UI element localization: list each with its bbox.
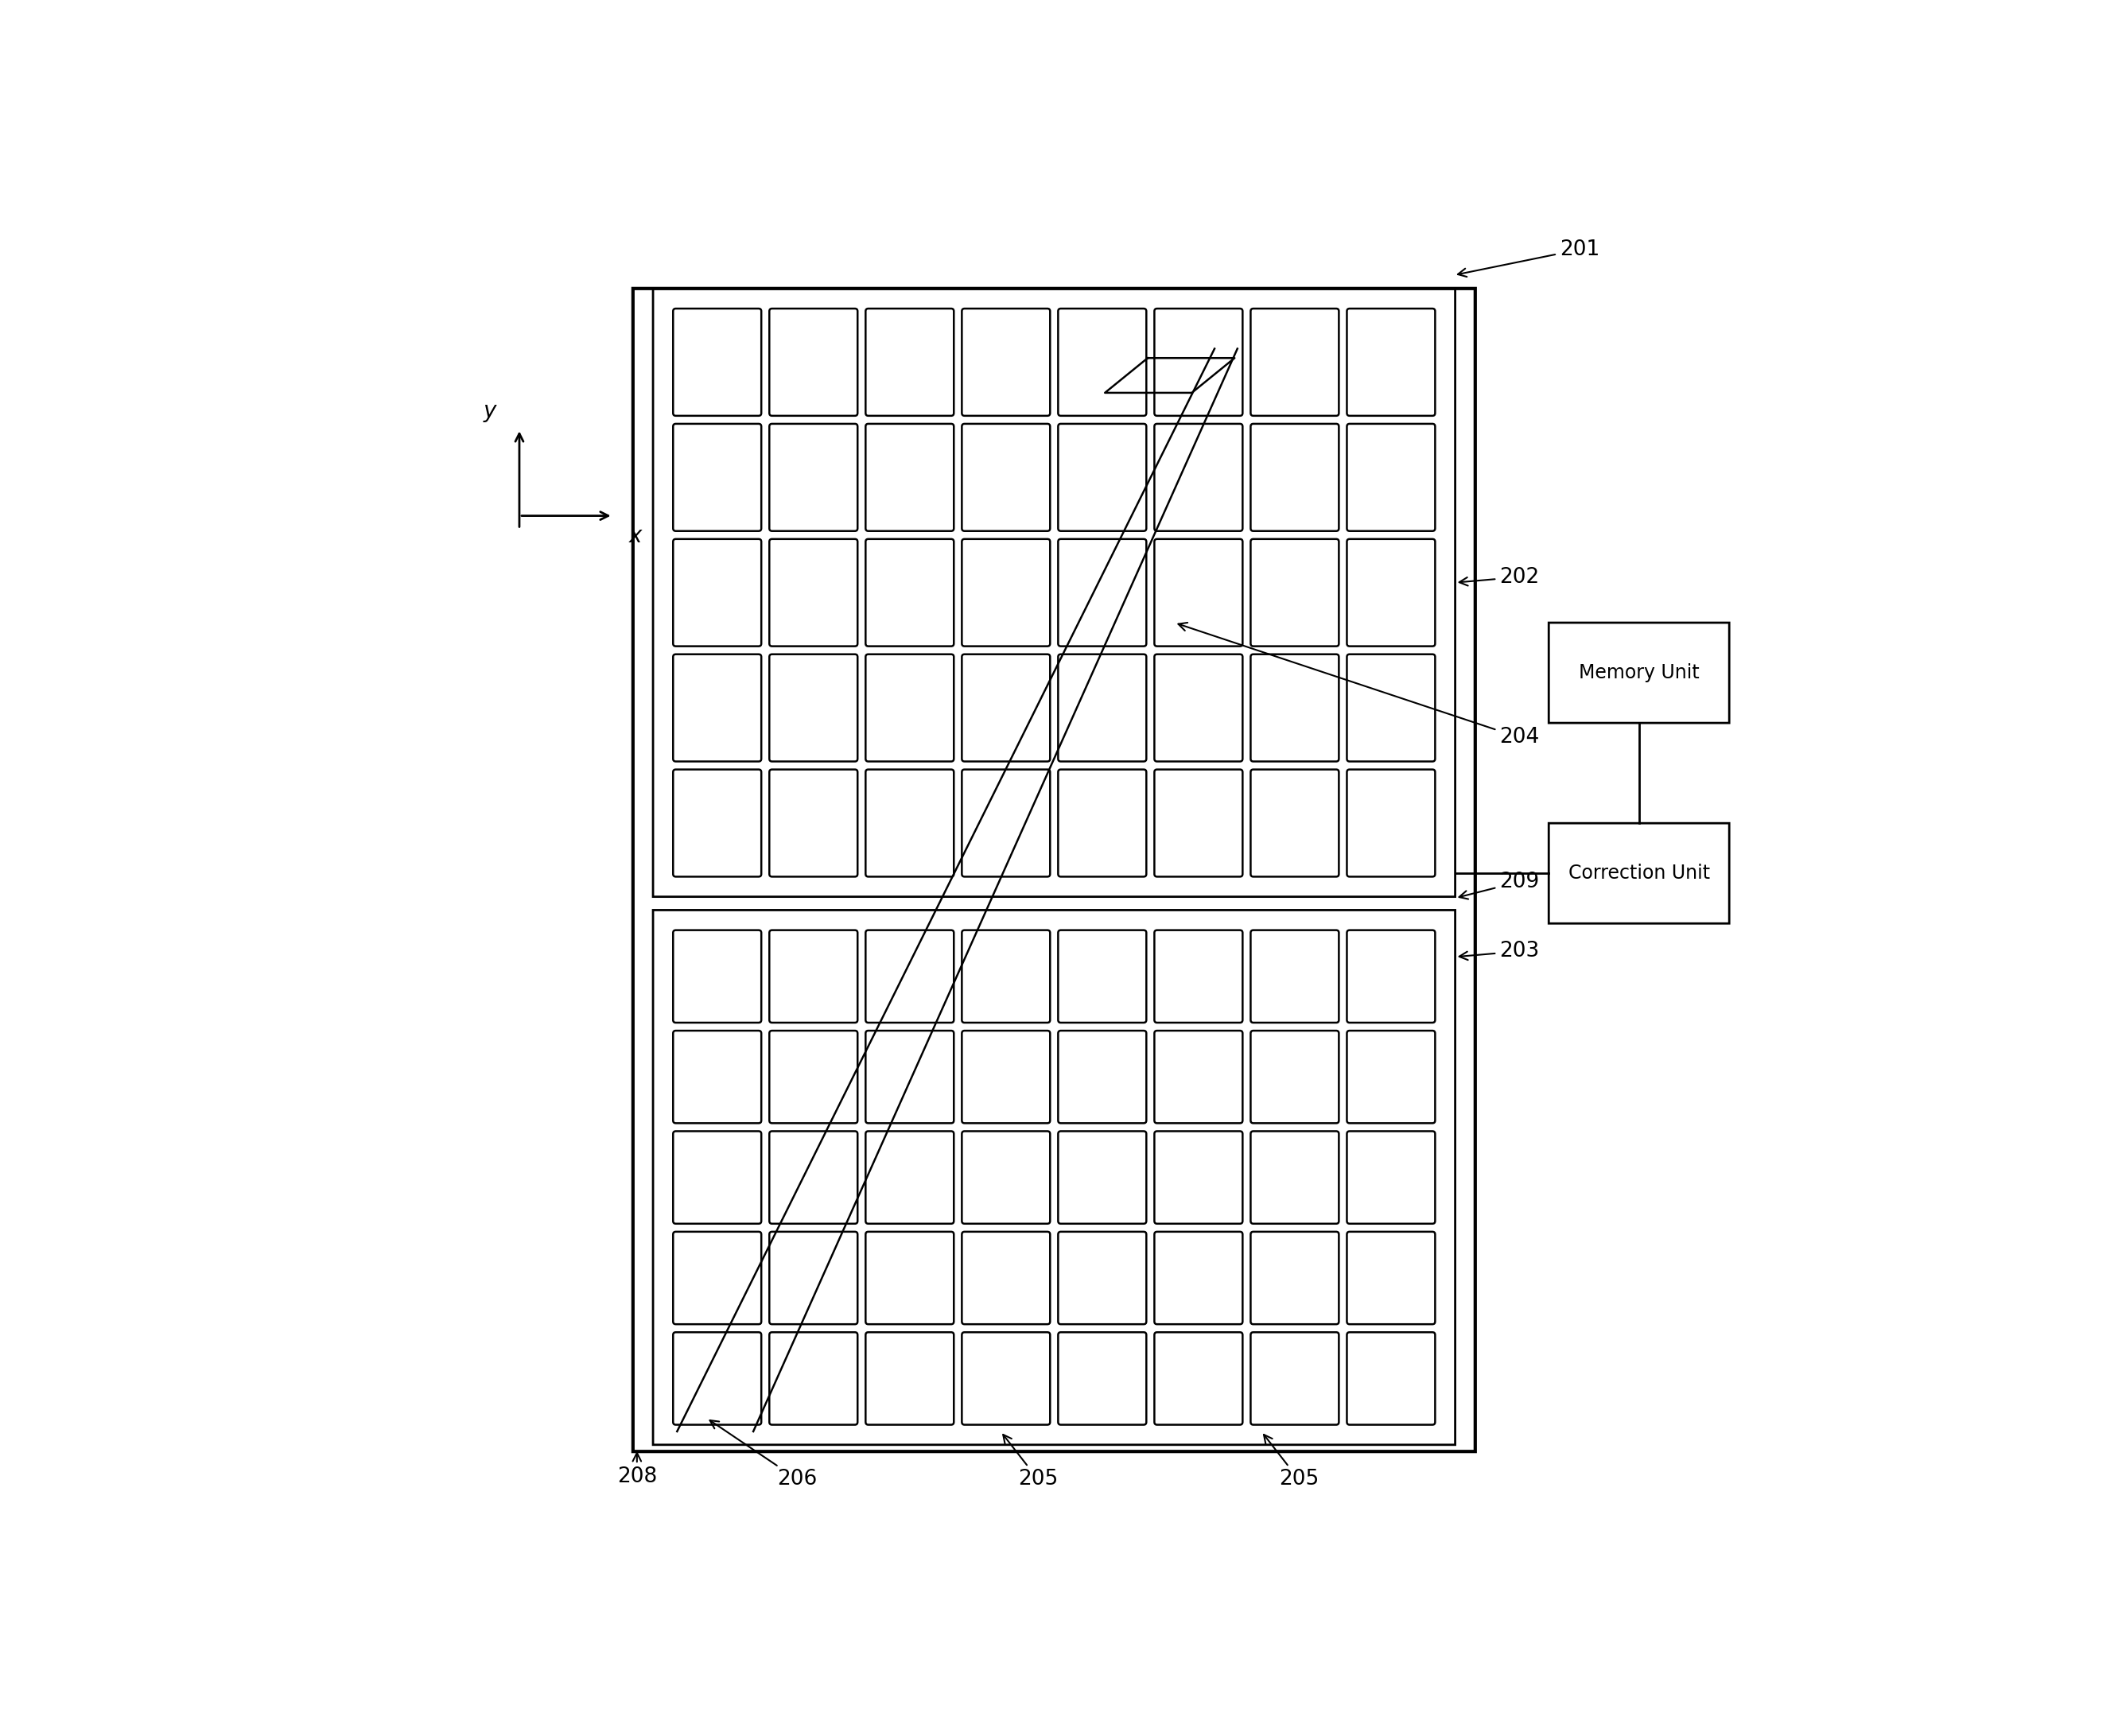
FancyBboxPatch shape — [1059, 309, 1146, 417]
FancyBboxPatch shape — [1154, 654, 1243, 762]
FancyBboxPatch shape — [866, 1233, 953, 1325]
FancyBboxPatch shape — [673, 1031, 762, 1123]
FancyBboxPatch shape — [961, 1132, 1050, 1224]
Text: 202: 202 — [1460, 566, 1538, 587]
FancyBboxPatch shape — [961, 654, 1050, 762]
FancyBboxPatch shape — [673, 654, 762, 762]
FancyBboxPatch shape — [770, 1031, 857, 1123]
FancyBboxPatch shape — [673, 309, 762, 417]
FancyBboxPatch shape — [1250, 930, 1339, 1023]
Text: x: x — [628, 524, 643, 547]
FancyBboxPatch shape — [961, 424, 1050, 531]
FancyBboxPatch shape — [1347, 1132, 1434, 1224]
FancyBboxPatch shape — [1250, 769, 1339, 877]
FancyBboxPatch shape — [1059, 1132, 1146, 1224]
FancyBboxPatch shape — [1059, 1233, 1146, 1325]
FancyBboxPatch shape — [673, 1233, 762, 1325]
Text: y: y — [484, 399, 497, 422]
FancyBboxPatch shape — [961, 1332, 1050, 1425]
FancyBboxPatch shape — [1154, 1132, 1243, 1224]
FancyBboxPatch shape — [961, 538, 1050, 646]
Text: Correction Unit: Correction Unit — [1568, 865, 1710, 884]
FancyBboxPatch shape — [673, 538, 762, 646]
Text: 203: 203 — [1460, 941, 1538, 962]
FancyBboxPatch shape — [1250, 1031, 1339, 1123]
FancyBboxPatch shape — [1347, 769, 1434, 877]
FancyBboxPatch shape — [1059, 424, 1146, 531]
FancyBboxPatch shape — [1059, 930, 1146, 1023]
FancyBboxPatch shape — [770, 769, 857, 877]
FancyBboxPatch shape — [770, 309, 857, 417]
FancyBboxPatch shape — [1347, 1332, 1434, 1425]
FancyBboxPatch shape — [866, 309, 953, 417]
FancyBboxPatch shape — [1250, 654, 1339, 762]
Text: 204: 204 — [1178, 623, 1538, 748]
FancyBboxPatch shape — [961, 769, 1050, 877]
FancyBboxPatch shape — [1347, 930, 1434, 1023]
FancyBboxPatch shape — [961, 1233, 1050, 1325]
FancyBboxPatch shape — [1250, 1233, 1339, 1325]
FancyBboxPatch shape — [1154, 309, 1243, 417]
FancyBboxPatch shape — [1154, 1031, 1243, 1123]
FancyBboxPatch shape — [1154, 1332, 1243, 1425]
FancyBboxPatch shape — [1059, 538, 1146, 646]
FancyBboxPatch shape — [1059, 769, 1146, 877]
FancyBboxPatch shape — [961, 309, 1050, 417]
Text: Memory Unit: Memory Unit — [1579, 663, 1700, 682]
FancyBboxPatch shape — [961, 930, 1050, 1023]
FancyBboxPatch shape — [673, 930, 762, 1023]
FancyBboxPatch shape — [866, 654, 953, 762]
FancyBboxPatch shape — [1154, 930, 1243, 1023]
Text: 206: 206 — [711, 1420, 817, 1489]
FancyBboxPatch shape — [770, 654, 857, 762]
Text: 209: 209 — [1460, 871, 1538, 899]
FancyBboxPatch shape — [1250, 424, 1339, 531]
Text: 205: 205 — [1004, 1434, 1059, 1489]
FancyBboxPatch shape — [1154, 769, 1243, 877]
FancyBboxPatch shape — [866, 424, 953, 531]
FancyBboxPatch shape — [866, 1332, 953, 1425]
FancyBboxPatch shape — [1347, 538, 1434, 646]
Text: 205: 205 — [1265, 1434, 1318, 1489]
FancyBboxPatch shape — [673, 1332, 762, 1425]
FancyBboxPatch shape — [1250, 309, 1339, 417]
FancyBboxPatch shape — [866, 1031, 953, 1123]
FancyBboxPatch shape — [1250, 538, 1339, 646]
FancyBboxPatch shape — [866, 769, 953, 877]
FancyBboxPatch shape — [1347, 309, 1434, 417]
FancyBboxPatch shape — [1154, 538, 1243, 646]
FancyBboxPatch shape — [673, 1132, 762, 1224]
FancyBboxPatch shape — [770, 930, 857, 1023]
FancyBboxPatch shape — [1059, 1332, 1146, 1425]
FancyBboxPatch shape — [770, 1332, 857, 1425]
FancyBboxPatch shape — [1250, 1132, 1339, 1224]
FancyBboxPatch shape — [1250, 1332, 1339, 1425]
FancyBboxPatch shape — [770, 538, 857, 646]
FancyBboxPatch shape — [770, 1132, 857, 1224]
Text: 208: 208 — [618, 1453, 658, 1488]
FancyBboxPatch shape — [1154, 424, 1243, 531]
FancyBboxPatch shape — [1347, 654, 1434, 762]
FancyBboxPatch shape — [961, 1031, 1050, 1123]
FancyBboxPatch shape — [1059, 654, 1146, 762]
FancyBboxPatch shape — [1059, 1031, 1146, 1123]
Text: 201: 201 — [1458, 240, 1600, 276]
FancyBboxPatch shape — [673, 424, 762, 531]
FancyBboxPatch shape — [1154, 1233, 1243, 1325]
FancyBboxPatch shape — [673, 769, 762, 877]
FancyBboxPatch shape — [770, 424, 857, 531]
FancyBboxPatch shape — [866, 1132, 953, 1224]
FancyBboxPatch shape — [866, 538, 953, 646]
FancyBboxPatch shape — [1347, 1031, 1434, 1123]
FancyBboxPatch shape — [770, 1233, 857, 1325]
FancyBboxPatch shape — [866, 930, 953, 1023]
FancyBboxPatch shape — [1347, 424, 1434, 531]
FancyBboxPatch shape — [1347, 1233, 1434, 1325]
